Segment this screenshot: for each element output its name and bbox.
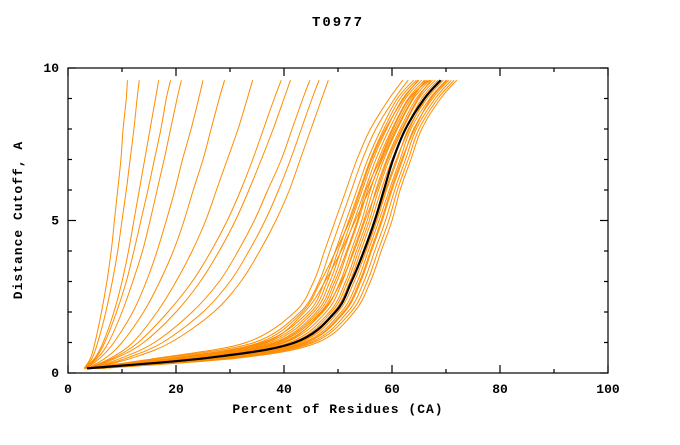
model-curve-35 (92, 80, 329, 369)
y-tick-label-5: 5 (51, 214, 59, 229)
model-curve-33 (89, 80, 291, 369)
model-curve-27 (83, 80, 160, 369)
x-axis-label: Percent of Residues (CA) (232, 402, 443, 417)
model-curve-24 (92, 79, 430, 369)
model-curve-22 (87, 79, 419, 369)
plot-background (68, 68, 608, 373)
x-tick-label-100: 100 (596, 382, 620, 397)
model-curve-18 (102, 79, 458, 369)
model-curve-28 (84, 80, 182, 369)
model-curve-26 (83, 80, 140, 369)
model-curve-25 (83, 80, 128, 369)
model-curve-19 (86, 79, 426, 369)
model-curve-5 (88, 79, 420, 369)
x-tick-label-40: 40 (276, 382, 292, 397)
model-curve-17 (101, 79, 455, 369)
model-curve-23 (97, 79, 448, 369)
x-tick-label-80: 80 (492, 382, 508, 397)
model-curve-34 (90, 80, 311, 369)
model-curve-30 (87, 80, 226, 369)
y-axis-label: Distance Cutoff, A (11, 141, 26, 299)
model-curve-1 (84, 79, 404, 369)
x-tick-label-20: 20 (168, 382, 184, 397)
model-curve-36 (88, 80, 282, 369)
model-curve-31 (84, 80, 172, 369)
reference-curve (86, 79, 442, 370)
model-curve-20 (90, 79, 432, 369)
model-curve-2 (85, 79, 409, 369)
model-curve-16 (100, 79, 452, 369)
x-tick-label-60: 60 (384, 382, 400, 397)
model-curve-37 (91, 80, 320, 369)
x-tick-label-0: 0 (64, 382, 72, 397)
plot-area: 0 20 40 60 80 100 0 5 10 (43, 61, 620, 397)
model-curve-32 (88, 80, 254, 369)
y-tick-label-10: 10 (43, 61, 59, 76)
model-curve-29 (86, 80, 204, 369)
y-tick-label-0: 0 (51, 366, 59, 381)
chart-title: T0977 (312, 15, 364, 31)
